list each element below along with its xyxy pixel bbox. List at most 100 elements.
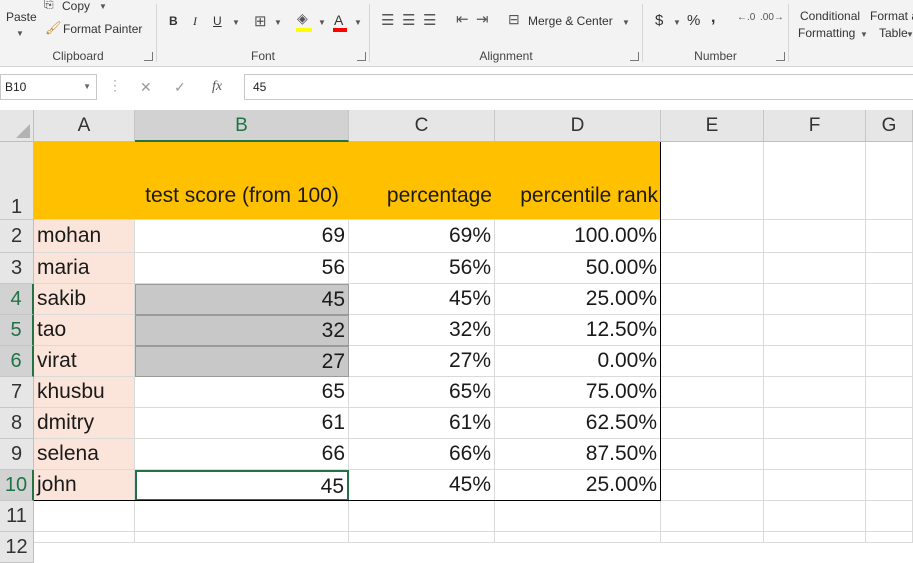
merge-center-button[interactable]: Merge & Center (528, 14, 613, 28)
cell-e6[interactable] (661, 346, 764, 377)
alignment-launcher-icon[interactable] (630, 52, 639, 61)
font-color-dropdown-icon[interactable]: ▼ (354, 18, 362, 27)
cell-b7-score[interactable]: 65 (135, 377, 349, 408)
row-header-1[interactable]: 1 (0, 142, 34, 220)
cell-g7[interactable] (866, 377, 913, 408)
copy-button[interactable]: Copy (62, 0, 91, 13)
copy-dropdown-icon[interactable]: ▼ (99, 2, 107, 11)
cell-d6-rank[interactable]: 0.00% (495, 346, 661, 377)
row-header-8[interactable]: 8 (0, 408, 34, 439)
cell-d2-rank[interactable]: 100.00% (495, 220, 661, 253)
cell-b11[interactable] (135, 501, 349, 532)
cell-e2[interactable] (661, 220, 764, 253)
cell-e1[interactable] (661, 142, 764, 220)
cell-f11[interactable] (764, 501, 866, 532)
cell-g2[interactable] (866, 220, 913, 253)
cell-b3-score[interactable]: 56 (135, 253, 349, 284)
cell-d9-rank[interactable]: 87.50% (495, 439, 661, 470)
column-header-a[interactable]: A (34, 110, 135, 142)
cell-b2-score[interactable]: 69 (135, 220, 349, 253)
increase-indent-icon[interactable]: ⇥ (476, 11, 489, 28)
cell-c8-percentage[interactable]: 61% (349, 408, 495, 439)
cell-g5[interactable] (866, 315, 913, 346)
cell-d4-rank[interactable]: 25.00% (495, 284, 661, 315)
cell-c5-percentage[interactable]: 32% (349, 315, 495, 346)
fill-color-icon[interactable]: ◈ (297, 10, 308, 26)
cell-c10-percentage[interactable]: 45% (349, 470, 495, 501)
cell-a7-name[interactable]: khusbu (34, 377, 135, 408)
cell-b6-score[interactable]: 27 (135, 346, 349, 377)
cell-d8-rank[interactable]: 62.50% (495, 408, 661, 439)
cell-f1[interactable] (764, 142, 866, 220)
align-center-icon[interactable]: ☰ (402, 12, 416, 29)
currency-format-button[interactable]: $ (655, 12, 664, 29)
cell-e10[interactable] (661, 470, 764, 501)
cell-c1-header[interactable]: percentage (349, 142, 495, 220)
cell-a1[interactable] (34, 142, 135, 220)
cell-c2-percentage[interactable]: 69% (349, 220, 495, 253)
cell-d1-header[interactable]: percentile rank (495, 142, 661, 220)
cell-a2-name[interactable]: mohan (34, 220, 135, 253)
column-header-e[interactable]: E (661, 110, 764, 142)
align-right-icon[interactable]: ☰ (423, 12, 437, 29)
row-header-7[interactable]: 7 (0, 377, 34, 408)
cell-c7-percentage[interactable]: 65% (349, 377, 495, 408)
cell-d12[interactable] (495, 532, 661, 543)
cell-d11[interactable] (495, 501, 661, 532)
cell-b12[interactable] (135, 532, 349, 543)
cell-a3-name[interactable]: maria (34, 253, 135, 284)
cell-f2[interactable] (764, 220, 866, 253)
cell-f8[interactable] (764, 408, 866, 439)
cell-a9-name[interactable]: selena (34, 439, 135, 470)
cell-f10[interactable] (764, 470, 866, 501)
cell-c4-percentage[interactable]: 45% (349, 284, 495, 315)
row-header-4[interactable]: 4 (0, 284, 34, 315)
decrease-indent-icon[interactable]: ⇤ (456, 11, 469, 28)
cell-f5[interactable] (764, 315, 866, 346)
row-header-9[interactable]: 9 (0, 439, 34, 470)
cell-b8-score[interactable]: 61 (135, 408, 349, 439)
number-launcher-icon[interactable] (776, 52, 785, 61)
cell-e5[interactable] (661, 315, 764, 346)
paste-dropdown-icon[interactable]: ▼ (16, 29, 24, 38)
cell-e8[interactable] (661, 408, 764, 439)
italic-button[interactable]: I (193, 14, 197, 28)
row-header-2[interactable]: 2 (0, 220, 34, 253)
cell-b5-score[interactable]: 32 (135, 315, 349, 346)
bold-button[interactable]: B (169, 14, 178, 28)
cell-g1[interactable] (866, 142, 913, 220)
cell-a8-name[interactable]: dmitry (34, 408, 135, 439)
cell-g8[interactable] (866, 408, 913, 439)
column-header-d[interactable]: D (495, 110, 661, 142)
cell-e11[interactable] (661, 501, 764, 532)
currency-dropdown-icon[interactable]: ▼ (673, 18, 681, 27)
cell-d10-rank[interactable]: 25.00% (495, 470, 661, 501)
enter-icon[interactable]: ✓ (174, 79, 186, 95)
fill-color-dropdown-icon[interactable]: ▼ (318, 18, 326, 27)
cell-g11[interactable] (866, 501, 913, 532)
cell-b10-score[interactable]: 45 (135, 470, 349, 501)
cell-f6[interactable] (764, 346, 866, 377)
paste-button[interactable]: Paste (6, 10, 37, 24)
cell-a6-name[interactable]: virat (34, 346, 135, 377)
cell-f9[interactable] (764, 439, 866, 470)
row-header-5[interactable]: 5 (0, 315, 34, 346)
column-header-f[interactable]: F (764, 110, 866, 142)
row-header-6[interactable]: 6 (0, 346, 34, 377)
cell-a11[interactable] (34, 501, 135, 532)
cell-f4[interactable] (764, 284, 866, 315)
cell-e7[interactable] (661, 377, 764, 408)
insert-function-icon[interactable]: fx (212, 79, 223, 94)
cell-f3[interactable] (764, 253, 866, 284)
row-header-12[interactable]: 12 (0, 532, 34, 563)
cell-g3[interactable] (866, 253, 913, 284)
cancel-icon[interactable]: ✕ (140, 79, 152, 95)
row-header-3[interactable]: 3 (0, 253, 34, 284)
cell-g9[interactable] (866, 439, 913, 470)
comma-style-button[interactable]: , (711, 9, 716, 26)
cell-a4-name[interactable]: sakib (34, 284, 135, 315)
column-header-b[interactable]: B (135, 110, 349, 142)
clipboard-launcher-icon[interactable] (144, 52, 153, 61)
cell-e4[interactable] (661, 284, 764, 315)
row-header-11[interactable]: 11 (0, 501, 34, 532)
